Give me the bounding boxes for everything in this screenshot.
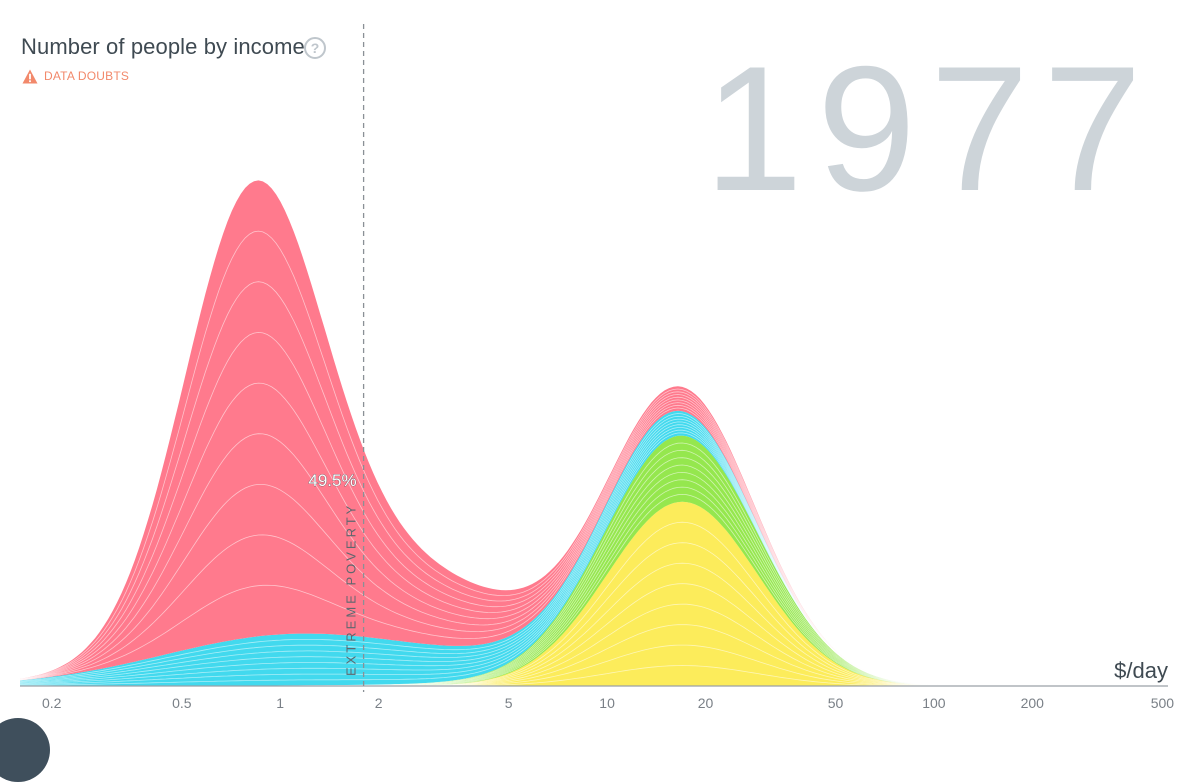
x-tick-label: 100 (922, 695, 946, 711)
x-axis-unit-label: $/day (1114, 658, 1168, 683)
x-tick-label: 200 (1021, 695, 1045, 711)
chart-title: Number of people by income (21, 34, 305, 59)
data-doubts-label: DATA DOUBTS (44, 69, 130, 83)
x-tick-label: 500 (1151, 695, 1175, 711)
x-tick-label: 1 (276, 695, 284, 711)
data-doubts-link[interactable]: DATA DOUBTS (22, 67, 129, 85)
x-tick-label: 0.5 (172, 695, 192, 711)
poverty-percentage: 49.5% (308, 471, 356, 490)
warning-triangle-icon (22, 69, 38, 83)
x-tick-label: 10 (599, 695, 615, 711)
x-tick-label: 20 (698, 695, 714, 711)
area-series-1[interactable] (20, 501, 1168, 686)
extreme-poverty-label: EXTREME POVERTY (344, 503, 359, 676)
area-series-2[interactable] (20, 435, 1168, 686)
income-mountain-chart: EXTREME POVERTY 49.5% 0.2 0.5 1 2 5 10 20 50 100… (19, 24, 1175, 711)
area-series-4[interactable] (20, 180, 1168, 686)
question-circle-icon[interactable]: ? (304, 37, 326, 59)
x-tick-label: 50 (828, 695, 844, 711)
year-label: 1977 (704, 29, 1156, 228)
x-tick-label: 0.2 (42, 695, 62, 711)
svg-text:?: ? (311, 40, 320, 56)
x-tick-label: 2 (375, 695, 383, 711)
x-tick-label: 5 (505, 695, 513, 711)
